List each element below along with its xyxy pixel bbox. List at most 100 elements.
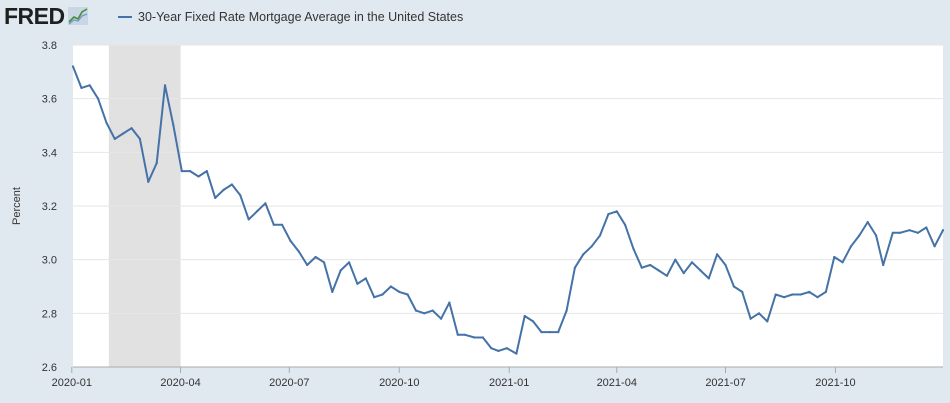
data-point (916, 231, 920, 234)
y-tick-label: 3.6 (42, 94, 57, 106)
data-point (766, 320, 769, 323)
data-point (866, 221, 869, 224)
data-point (799, 293, 802, 296)
data-point (632, 247, 635, 250)
data-point (448, 301, 451, 304)
data-point (649, 263, 652, 267)
data-point (757, 312, 761, 315)
data-point (255, 210, 259, 213)
data-point (356, 282, 359, 285)
x-axis: 2020-01 2020-04 2020-07 2020-10 2021-01 2021-… (52, 366, 943, 389)
data-point (463, 333, 467, 336)
y-tick-label: 3.0 (42, 255, 57, 267)
data-point (774, 293, 777, 296)
data-point (147, 180, 150, 183)
x-tick-label: 2020-04 (160, 377, 200, 389)
fred-logo[interactable]: FRED (4, 4, 89, 28)
data-point (882, 263, 885, 267)
data-point (97, 97, 100, 100)
data-point (205, 170, 208, 173)
data-point (138, 137, 141, 140)
data-point (783, 296, 786, 299)
y-tick-label: 2.8 (42, 308, 57, 320)
data-point (749, 317, 752, 320)
data-point (674, 258, 677, 261)
chart-header: FRED 30-Year Fixed Rate Mortgage Average… (0, 0, 950, 34)
data-point (657, 269, 660, 272)
x-tick-label: 2020-01 (52, 377, 92, 389)
data-point (431, 309, 434, 312)
data-point (665, 274, 669, 277)
data-point (849, 245, 853, 248)
fred-graph-icon (67, 7, 88, 25)
y-axis: 2.6 2.8 3.0 3.2 3.4 3.6 3.8 (42, 40, 57, 374)
data-point (230, 183, 233, 186)
x-tick-label: 2020-07 (269, 377, 309, 389)
data-point (557, 331, 560, 334)
data-point (690, 261, 694, 264)
data-point (322, 261, 326, 264)
data-point (163, 84, 167, 87)
data-point (239, 194, 242, 197)
data-point (297, 250, 300, 253)
x-tick-label: 2020-10 (379, 377, 419, 389)
data-point (565, 309, 568, 312)
data-point (741, 290, 744, 293)
data-point (699, 269, 702, 272)
data-point (389, 285, 392, 288)
data-point (88, 84, 91, 87)
data-point (624, 223, 627, 226)
fred-logo-text: FRED (4, 3, 65, 29)
data-point (122, 132, 125, 135)
data-point (824, 290, 828, 293)
data-point (456, 333, 459, 336)
data-point (406, 293, 409, 296)
data-point (264, 202, 267, 205)
x-tick-label: 2021-04 (597, 377, 637, 389)
data-point (113, 137, 116, 140)
data-point (214, 196, 217, 199)
data-point (590, 245, 593, 248)
data-point (189, 170, 192, 173)
data-point (540, 331, 543, 334)
data-point (908, 229, 911, 232)
data-point (331, 290, 334, 293)
x-tick-label: 2021-07 (705, 377, 745, 389)
y-tick-label: 3.2 (42, 201, 57, 213)
data-point (582, 253, 585, 256)
data-point (272, 223, 275, 226)
y-axis-title: Percent (11, 187, 23, 225)
data-point (348, 261, 351, 264)
x-tick-label: 2021-10 (815, 377, 855, 389)
data-point (105, 121, 108, 124)
data-point (858, 234, 861, 237)
data-point (398, 290, 401, 293)
data-point (532, 320, 535, 323)
data-point (548, 331, 551, 334)
data-point (381, 293, 384, 296)
data-point (573, 266, 577, 269)
chart-legend[interactable]: 30-Year Fixed Rate Mortgage Average in t… (118, 8, 463, 26)
data-point (716, 253, 719, 256)
data-point (808, 290, 811, 293)
data-point (791, 293, 794, 296)
data-point (724, 263, 727, 267)
data-point (339, 269, 342, 272)
data-point (891, 231, 894, 234)
data-point (155, 162, 158, 165)
data-point (222, 188, 225, 191)
data-point (682, 272, 685, 275)
data-point (523, 314, 526, 318)
data-point (314, 255, 317, 259)
data-point (598, 234, 602, 237)
data-point (481, 336, 484, 339)
data-point (473, 336, 476, 339)
y-tick-label: 3.8 (42, 40, 57, 52)
data-point (364, 277, 367, 280)
data-point (816, 296, 819, 299)
data-point (289, 239, 292, 242)
data-point (933, 245, 936, 248)
data-point (490, 347, 493, 350)
